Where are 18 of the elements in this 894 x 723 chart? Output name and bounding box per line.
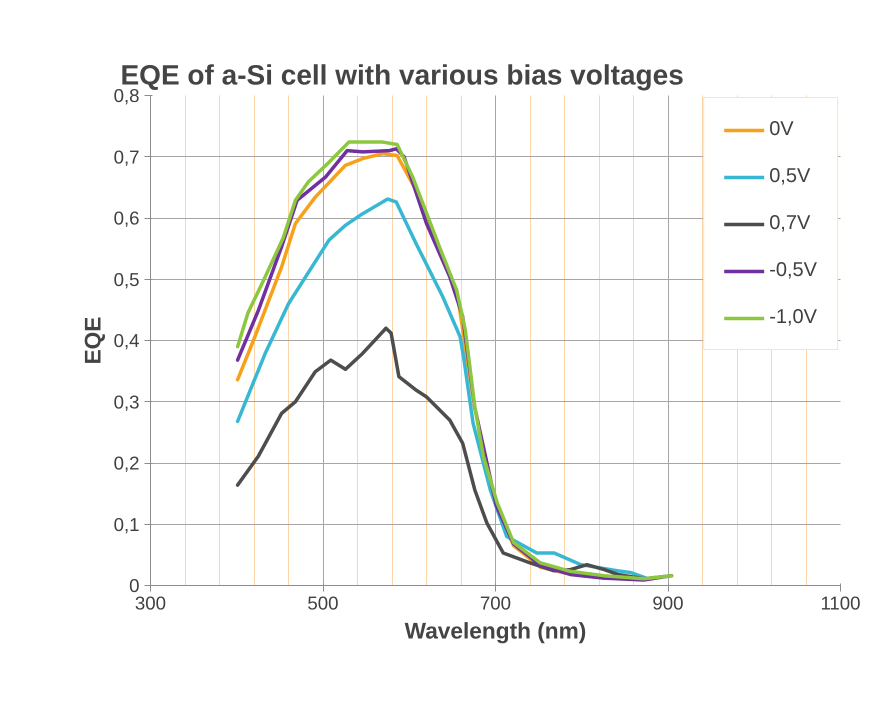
- x-tick-label: 1100: [820, 592, 861, 614]
- x-tick-label: 900: [652, 592, 684, 614]
- x-tick-label: 700: [480, 592, 512, 614]
- legend-label: -1,0V: [769, 306, 817, 329]
- y-axis-title: EQE: [80, 316, 106, 364]
- legend-label: -0,5V: [769, 259, 817, 282]
- legend-label: 0,7V: [769, 212, 810, 235]
- y-tick-label: 0,7: [114, 146, 140, 168]
- y-tick-label: 0,1: [114, 514, 140, 535]
- x-axis-title: Wavelength (nm): [404, 618, 586, 644]
- y-tick-label: 0,5: [114, 268, 140, 290]
- legend-label: 0,5V: [769, 165, 810, 188]
- y-tick-label: 0,3: [114, 391, 140, 412]
- x-tick-label: 500: [307, 592, 339, 614]
- y-tick-label: 0,4: [114, 330, 140, 351]
- legend-label: 0V: [769, 118, 794, 141]
- y-tick-label: 0,2: [114, 452, 140, 474]
- y-tick-label: 0,6: [114, 208, 140, 228]
